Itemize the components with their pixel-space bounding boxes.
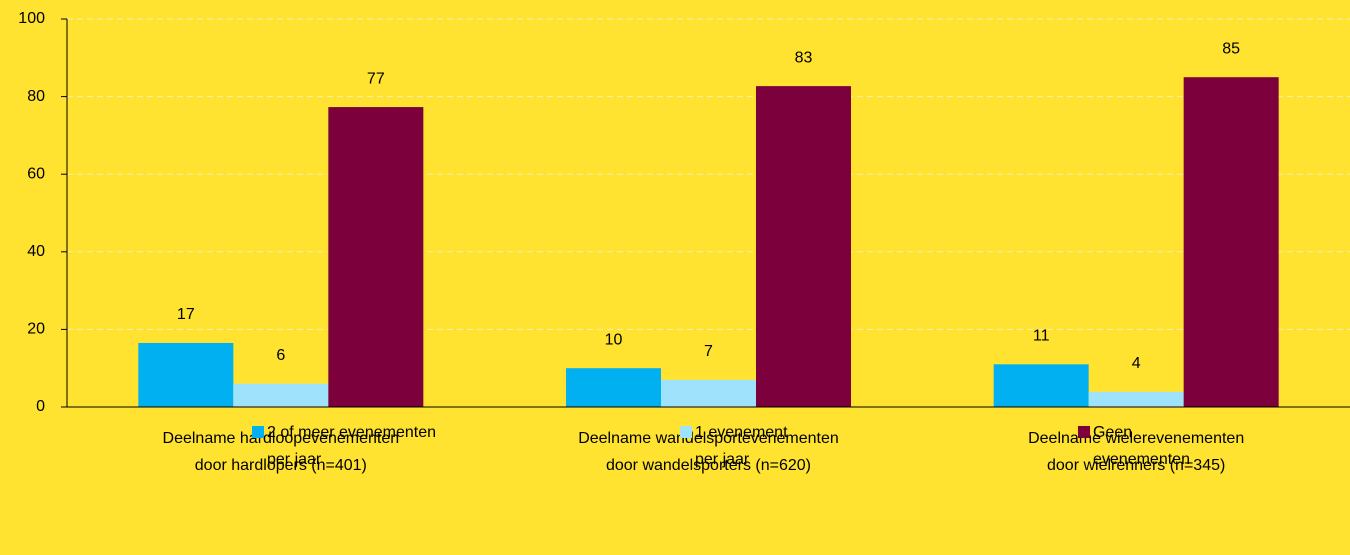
data-label: 85 [1222,40,1240,57]
y-tick-label: 60 [27,165,45,182]
legend-swatch [1078,426,1090,438]
bar [566,368,661,407]
y-tick-label: 100 [18,10,45,27]
data-label: 11 [1033,328,1050,345]
y-tick-label: 0 [36,398,45,415]
x-tick-label: Deelname hardloopevenementen door hardlop… [163,430,400,474]
data-label: 17 [177,306,195,323]
bar [993,364,1089,407]
legend-label: 2 of meer evenementen per jaar [267,424,436,468]
data-label: 4 [1132,355,1141,372]
x-tick-label: Deelname wandelsportevenementen door wand… [578,430,839,474]
y-tick-label: 80 [27,88,45,105]
bar [328,107,424,408]
legend-swatch [252,426,264,438]
y-tick-label: 20 [27,321,45,338]
bar [233,383,329,407]
y-tick-label: 40 [27,243,45,260]
data-label: 6 [276,347,285,364]
bar [138,342,234,407]
bar [1183,77,1279,407]
legend-swatch [680,426,692,438]
legend-label: 1 evenement per jaar [695,424,788,468]
data-label: 10 [605,331,623,348]
data-label: 83 [795,49,813,66]
data-label: 7 [704,343,713,360]
bar [1088,391,1184,407]
data-label: 77 [367,70,385,87]
bar [756,86,851,408]
legend-label: Geen evenementen [1093,424,1190,468]
bar [661,379,756,407]
